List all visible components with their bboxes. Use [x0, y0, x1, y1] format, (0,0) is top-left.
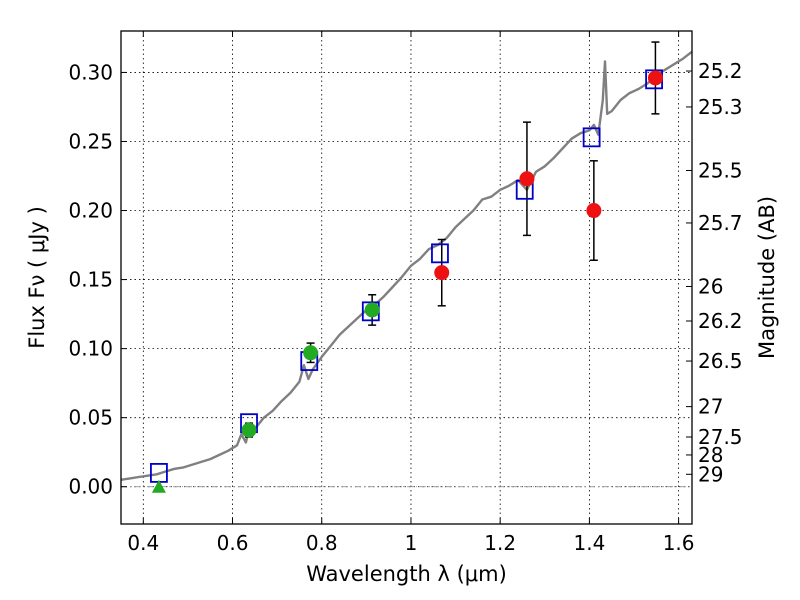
optical-flux-point	[364, 302, 380, 318]
model-photometry-square	[582, 127, 601, 148]
nir-flux-point	[586, 203, 602, 219]
y-tick-label: 0.25	[68, 129, 113, 153]
x-tick-label: 0.4	[127, 531, 159, 555]
mag-tick-label: 26	[698, 274, 723, 298]
grid-lines	[121, 31, 692, 524]
mag-tick-label: 26.5	[698, 349, 743, 373]
y-tick-label: 0.30	[68, 60, 113, 84]
x-tick-label: 1.4	[573, 531, 605, 555]
x-tick-label: 0.8	[306, 531, 338, 555]
y2-axis-label: Magnitude (AB)	[755, 196, 779, 359]
mag-tick-label: 29	[698, 462, 723, 486]
optical-flux-point	[303, 345, 319, 361]
nir-flux-point	[519, 171, 535, 187]
mag-tick-label: 27	[698, 395, 723, 419]
x-axis-label: Wavelength λ (μm)	[306, 562, 507, 586]
model-photometry-square	[431, 243, 449, 264]
optical-flux-point	[241, 422, 257, 438]
mag-tick-label: 25.2	[698, 59, 743, 83]
upper-limit-triangle	[151, 479, 166, 493]
nir-flux-point	[434, 265, 450, 281]
plot-frame	[120, 30, 693, 525]
plot-area	[120, 41, 693, 493]
nir-flux-point	[647, 70, 663, 86]
x-tick-label: 1	[405, 531, 418, 555]
y-tick-label: 0.10	[68, 337, 113, 361]
mag-tick-label: 28	[698, 443, 723, 467]
x-tick-label: 0.6	[217, 531, 249, 555]
y-axis-label: Flux Fν ( μJy )	[25, 206, 49, 349]
model-spectrum-line	[120, 50, 693, 481]
y-tick-label: 0.00	[68, 475, 113, 499]
axis-ticks: 0.4 0.6 0.8 1 1.2 1.4 1.6 0.00 0.05 0.10 0.15 0.20 0…	[68, 31, 743, 555]
y-tick-label: 0.05	[68, 406, 113, 430]
y-tick-label: 0.20	[68, 199, 113, 223]
mag-tick-label: 26.2	[698, 309, 743, 333]
mag-tick-label: 25.5	[698, 158, 743, 182]
mag-tick-label: 27.5	[698, 425, 743, 449]
mag-tick-label: 25.3	[698, 95, 743, 119]
x-tick-label: 1.6	[663, 531, 695, 555]
mag-tick-label: 25.7	[698, 211, 743, 235]
x-tick-label: 1.2	[484, 531, 516, 555]
y-tick-label: 0.15	[68, 268, 113, 292]
